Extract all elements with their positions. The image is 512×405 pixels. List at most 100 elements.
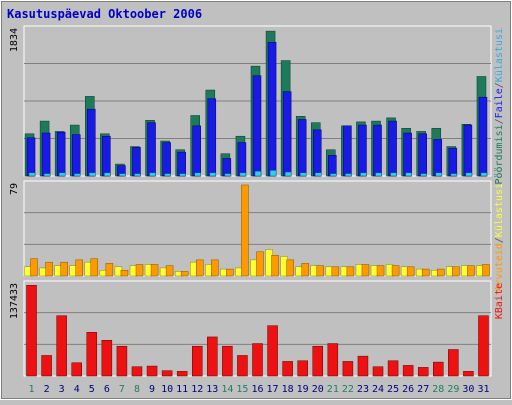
- legend: KBaite: [494, 283, 505, 319]
- legend-entry: Pöördumisi: [494, 124, 505, 184]
- legend-entry: Faile: [494, 88, 505, 118]
- bar-bytes: [357, 355, 369, 377]
- x-tick-label: 2: [44, 384, 50, 395]
- bar-visits: [149, 172, 156, 177]
- bar-pages: [147, 122, 156, 177]
- legend-entry: Arvuteid: [494, 243, 505, 291]
- bar-pages: [87, 108, 96, 177]
- bar-computers: [135, 264, 144, 277]
- bar-computers: [90, 258, 99, 277]
- bar-computers: [60, 261, 68, 277]
- bar-computers: [195, 259, 204, 277]
- bar-visits: [254, 170, 262, 177]
- bar-visits: [269, 170, 277, 177]
- bar-pages: [192, 125, 201, 177]
- bar-visits: [43, 173, 51, 177]
- legend-entry: KBaite: [494, 283, 505, 319]
- x-tick-label: 27: [417, 384, 429, 395]
- bar-pages: [343, 125, 352, 177]
- bar-visits: [299, 172, 307, 177]
- x-tick-label: 31: [477, 384, 489, 395]
- bar-visits: [134, 173, 141, 177]
- bar-computers: [331, 266, 340, 277]
- bar-visits: [315, 172, 322, 177]
- bar-pages: [418, 133, 427, 177]
- bar-computers: [105, 263, 114, 277]
- bar-computers: [286, 259, 294, 277]
- x-axis: 1 2 3 4 5 6 7 8 9 10 11 12 13 14 15 16 17 18 19 20 21 22 23 24 2…: [29, 384, 490, 395]
- x-tick-label: 9: [149, 384, 155, 395]
- bar-bytes: [207, 336, 218, 377]
- bar-pages: [373, 124, 382, 177]
- legend-entry: /: [494, 237, 505, 243]
- bar-bytes: [86, 332, 98, 377]
- bar-pages: [177, 151, 186, 177]
- bar-bytes: [297, 360, 308, 377]
- bar-computers: [271, 255, 279, 277]
- bar-visits: [104, 172, 111, 177]
- bar-computers: [437, 268, 445, 277]
- bar-computers: [406, 266, 415, 277]
- bar-visits: [179, 173, 186, 177]
- bar-bytes: [222, 345, 233, 377]
- bar-pages: [403, 132, 412, 177]
- bar-pages: [267, 42, 277, 177]
- bar-bytes: [282, 361, 293, 377]
- bar-bytes: [372, 366, 384, 377]
- bar-bytes: [41, 355, 52, 377]
- bar-visits: [360, 172, 367, 177]
- bar-computers: [391, 265, 400, 277]
- x-tick-label: 18: [282, 384, 294, 395]
- bar-computers: [165, 265, 174, 277]
- bar-computers: [467, 265, 475, 277]
- x-tick-label: 10: [161, 384, 173, 395]
- bar-visits: [330, 173, 337, 177]
- bar-pages: [433, 139, 443, 177]
- x-tick-label: 6: [104, 384, 110, 395]
- x-tick-label: 26: [402, 384, 414, 395]
- x-tick-label: 17: [267, 384, 279, 395]
- bar-pages: [102, 135, 111, 177]
- bar-bytes: [56, 315, 67, 377]
- bar-visits: [28, 172, 36, 177]
- bar-computers: [45, 261, 53, 277]
- bar-bytes: [131, 366, 143, 377]
- bar-computers: [421, 268, 430, 277]
- x-tick-label: 14: [221, 384, 233, 395]
- bar-visits: [480, 172, 488, 177]
- bar-visits: [420, 173, 427, 177]
- bar-visits: [209, 172, 217, 177]
- x-tick-label: 11: [176, 384, 188, 395]
- bar-bytes: [161, 370, 173, 377]
- bar-pages: [56, 131, 66, 177]
- bar-bytes: [327, 343, 339, 377]
- bar-visits: [164, 173, 171, 177]
- bar-visits: [450, 173, 458, 177]
- bar-pages: [41, 132, 51, 177]
- legend-entry: Külastusi: [494, 183, 505, 237]
- visitors-panel: 79 Arvuteid/Külastusi: [9, 180, 505, 291]
- bar-computers: [346, 266, 355, 277]
- bar-computers: [241, 184, 249, 277]
- bar-computers: [482, 264, 490, 277]
- bar-pages: [297, 119, 307, 177]
- bar-pages: [282, 91, 292, 177]
- chart-title: Kasutuspäevad Oktoober 2006: [7, 7, 202, 21]
- inner-border: [1, 1, 511, 399]
- bar-pages: [71, 134, 81, 177]
- bar-pages: [132, 147, 141, 177]
- bar-pages: [26, 137, 36, 177]
- bar-computers: [180, 271, 189, 277]
- x-tick-label: 20: [312, 384, 324, 395]
- x-tick-label: 24: [372, 384, 384, 395]
- bar-pages: [328, 155, 337, 177]
- y-axis-max-label: 137433: [9, 283, 20, 319]
- bar-pages: [313, 129, 322, 177]
- bar-visits: [435, 172, 443, 177]
- bar-bytes: [463, 371, 474, 377]
- x-tick-label: 7: [119, 384, 125, 395]
- bar-computers: [75, 259, 83, 277]
- bar-computers: [226, 268, 234, 277]
